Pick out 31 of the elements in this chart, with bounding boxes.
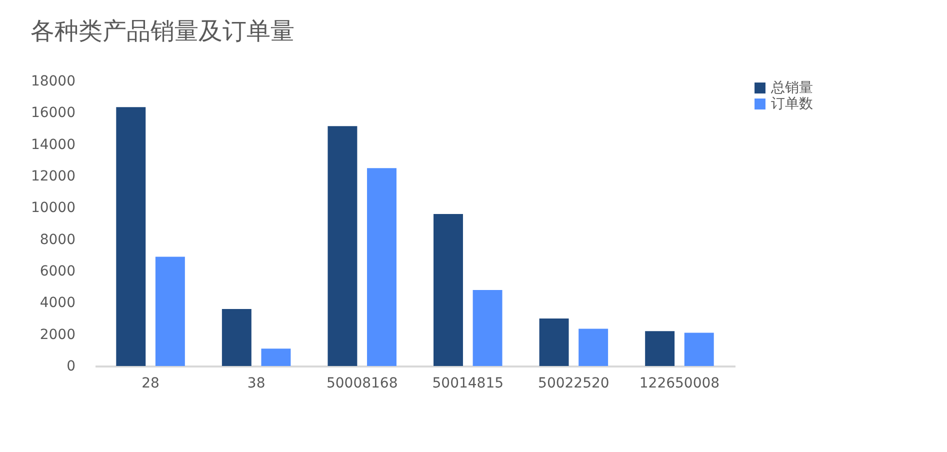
- bar: [684, 332, 714, 366]
- bar: [116, 107, 146, 366]
- x-tick-label: 28: [142, 376, 160, 392]
- bar: [472, 290, 502, 366]
- y-tick-label: 14000: [30, 136, 76, 153]
- y-tick-label: 6000: [40, 264, 76, 280]
- x-tick-label: 50022520: [538, 376, 610, 392]
- legend-label: 订单数: [771, 96, 813, 112]
- bar: [367, 168, 396, 366]
- bar: [578, 328, 608, 366]
- x-tick-label: 50014815: [432, 376, 504, 392]
- bar: [434, 214, 463, 366]
- bar: [222, 309, 252, 366]
- y-tick-label: 8000: [40, 232, 76, 248]
- bar: [539, 318, 569, 366]
- chart-title: 各种类产品销量及订单量: [30, 17, 294, 45]
- x-tick-label: 122650008: [639, 376, 720, 392]
- bar: [261, 348, 291, 366]
- y-tick-label: 12000: [30, 168, 76, 184]
- x-tick-label: 38: [247, 376, 266, 392]
- bar: [645, 331, 675, 366]
- legend-label: 总销量: [770, 80, 813, 96]
- y-tick-label: 10000: [30, 200, 76, 216]
- y-tick-label: 0: [66, 358, 76, 374]
- y-tick-label: 4000: [40, 295, 76, 312]
- x-tick-label: 50008168: [326, 376, 398, 392]
- bar: [155, 256, 185, 366]
- y-tick-label: 18000: [30, 74, 76, 90]
- y-tick-label: 2000: [40, 326, 76, 343]
- bar: [328, 126, 358, 366]
- y-tick-label: 16000: [30, 105, 76, 122]
